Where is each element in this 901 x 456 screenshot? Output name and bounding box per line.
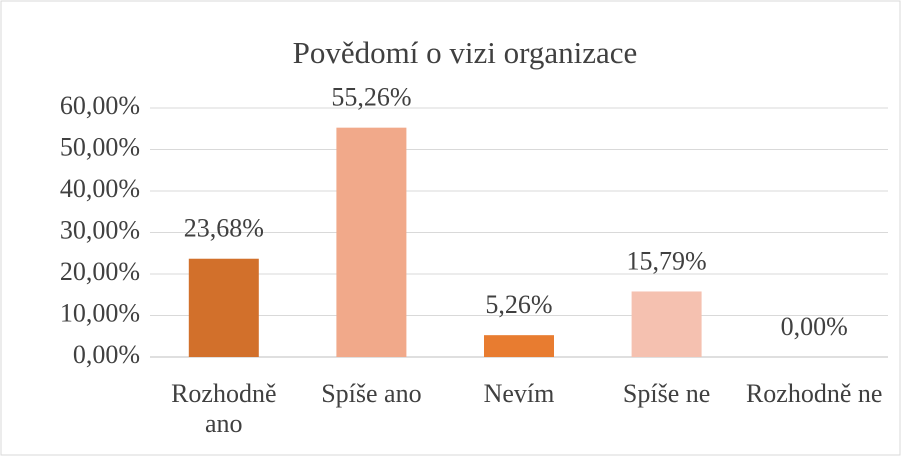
- y-tick-label: 60,00%: [60, 91, 140, 120]
- x-tick-label: Nevím: [483, 379, 555, 408]
- data-label: 15,79%: [627, 246, 707, 275]
- data-label: 55,26%: [331, 83, 411, 112]
- y-tick-label: 10,00%: [60, 298, 140, 327]
- data-label: 5,26%: [485, 290, 552, 319]
- bar: [188, 258, 259, 357]
- x-tick-label: Spíše ne: [622, 379, 711, 408]
- chart-title: Povědomí o vizi organizace: [293, 35, 638, 70]
- x-tick-label: Spíše ano: [321, 379, 422, 408]
- y-tick-label: 50,00%: [60, 132, 140, 161]
- y-tick-label: 0,00%: [73, 340, 140, 369]
- data-label: 23,68%: [184, 214, 264, 243]
- bar: [484, 335, 554, 357]
- y-tick-label: 40,00%: [60, 174, 140, 203]
- bar: [336, 127, 407, 358]
- y-tick-label: 20,00%: [60, 257, 140, 286]
- bar: [631, 291, 702, 357]
- data-label: 0,00%: [781, 312, 848, 341]
- x-tick-label: Rozhodně ano: [171, 379, 277, 438]
- x-tick-label: Rozhodně ne: [745, 379, 883, 408]
- y-tick-label: 30,00%: [60, 215, 140, 244]
